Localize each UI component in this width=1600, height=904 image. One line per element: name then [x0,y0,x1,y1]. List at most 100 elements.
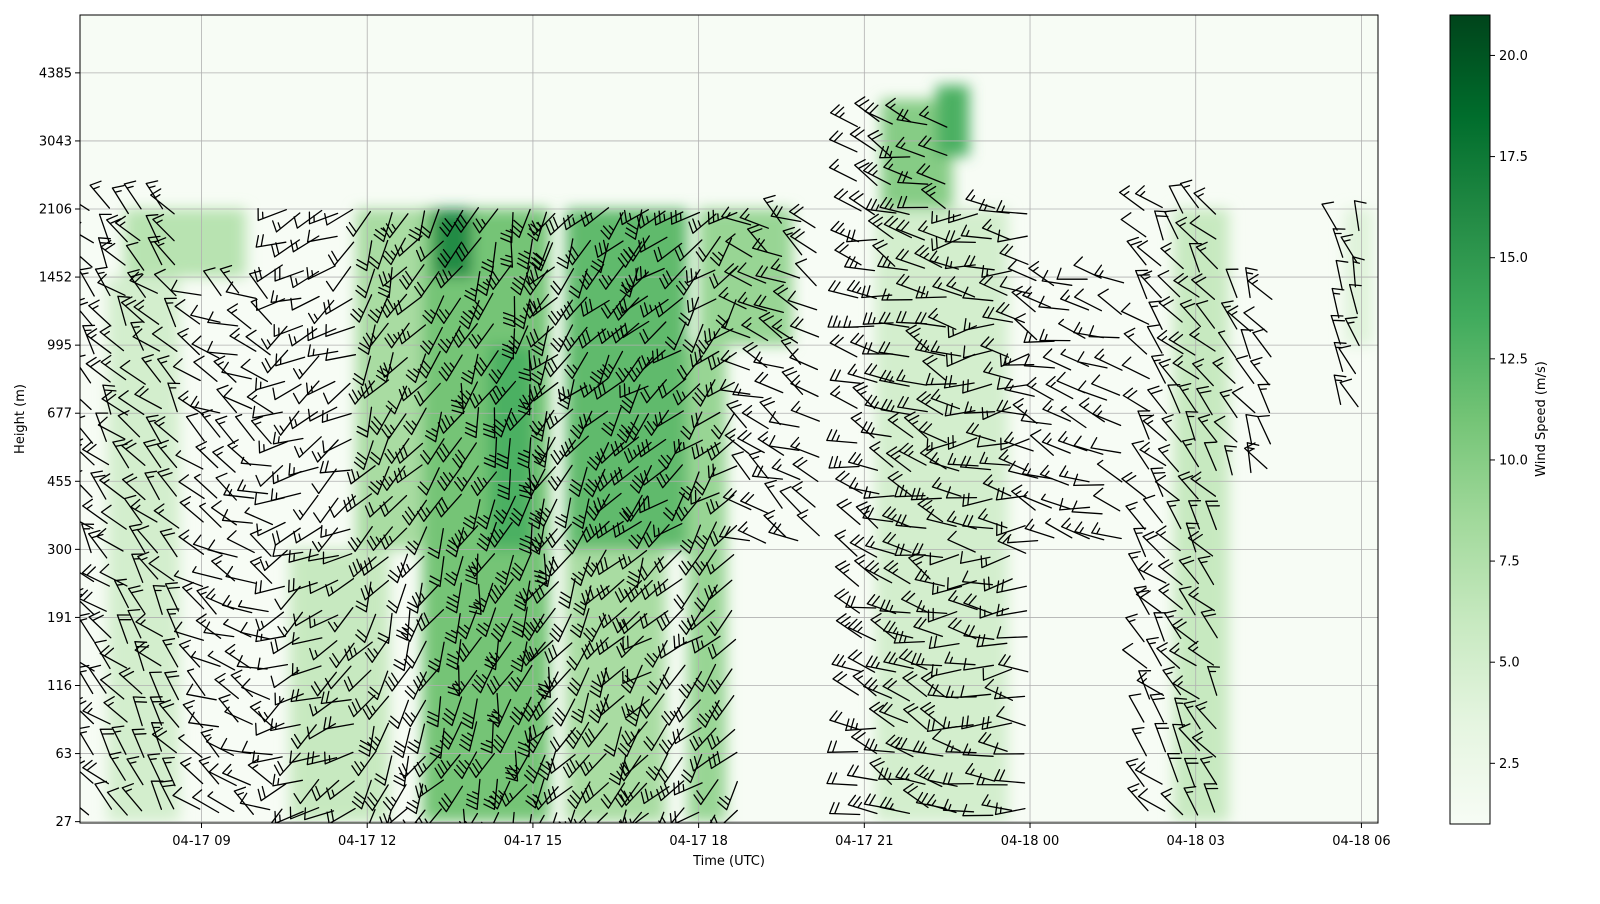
x-tick-label: 04-18 00 [1001,834,1059,849]
wind-barb [99,563,128,587]
colorbar-tick-label: 7.5 [1499,555,1520,570]
wind-barb [829,385,858,409]
wind-barb [915,285,947,299]
wind-barb [544,642,573,664]
wind-barb [392,727,411,759]
colorbar-tick-label: 10.0 [1499,453,1528,468]
wind-barb [524,754,546,784]
wind-barb [1023,330,1055,343]
wind-barb [564,351,589,380]
wind-barb [845,595,877,609]
wind-barb [826,772,858,786]
wind-barb [999,243,1029,265]
wind-barb [185,412,205,442]
wind-barb [522,269,549,296]
wind-barb [178,639,201,668]
wind-barb [106,787,128,816]
wind-barb [119,359,146,385]
wind-barb [255,234,287,248]
wind-barb [162,756,176,787]
wind-barb [895,766,926,785]
wind-barb [887,412,914,439]
wind-barb [368,466,390,496]
wind-barb [1188,242,1202,273]
wind-barb [895,136,925,158]
wind-barb [918,421,947,444]
wind-barb [724,428,750,455]
wind-barb [883,157,913,180]
wind-barb [1003,353,1035,366]
wind-barb [254,580,285,595]
wind-barb [1167,383,1181,414]
wind-barb [173,621,204,641]
wind-barb [961,570,994,586]
wind-barb [1160,787,1184,816]
wind-barb [366,526,393,551]
wind-barb [570,608,590,638]
wind-barb [325,578,355,597]
colorbar-tick-label: 12.5 [1499,352,1528,367]
wind-barb [976,772,1008,786]
wind-barb [1188,500,1202,530]
wind-barb [1131,440,1150,470]
wind-barb [324,665,352,690]
wind-barb [678,549,704,576]
wind-barb [508,664,533,692]
wind-barb [487,521,513,548]
wind-barb [461,698,478,730]
wind-barb [910,487,942,501]
wind-barb [598,264,625,290]
wind-barb [203,267,222,297]
wind-barb [790,400,820,422]
wind-barb [617,728,640,758]
wind-barb [100,504,127,530]
wind-barb [1022,286,1052,308]
wind-barb [1118,185,1145,211]
wind-barb [1073,473,1105,487]
wind-barb [255,722,285,736]
wind-barb [708,695,735,721]
wind-barb [1178,586,1196,616]
wind-barb [1243,306,1268,333]
wind-barb [639,466,669,486]
wind-barb [1338,345,1357,375]
wind-barb [455,237,482,262]
wind-barb [305,380,336,396]
wind-barb [944,651,976,666]
wind-barb [465,553,479,585]
wind-barb [544,668,572,692]
wind-barb [911,542,944,559]
wind-barb [255,629,287,643]
wind-barb [509,497,531,527]
wind-barb [982,667,1013,681]
wind-barb [1074,521,1105,541]
wind-barb [1168,184,1184,214]
wind-barb [543,785,573,805]
wind-barb [643,723,668,752]
wind-barb [1195,300,1216,329]
wind-barb [619,383,649,399]
wind-barb [639,610,669,629]
wind-barb [127,585,146,615]
wind-barb [257,783,287,802]
wind-barb [912,740,944,757]
wind-barb [1136,672,1165,696]
wind-barb [1157,559,1183,586]
wind-barb [229,327,257,352]
wind-barb [451,525,479,549]
wind-barb [905,324,930,352]
wind-barb [828,158,857,182]
wind-barb [1166,752,1182,783]
colorbar-tick-label: 17.5 [1499,150,1528,165]
wind-barb [343,669,372,692]
wind-barb [782,226,803,256]
wind-barb [594,520,624,539]
wind-barb [274,810,304,823]
wind-barb [661,698,686,726]
wind-barb [223,387,253,410]
wind-barb [500,236,514,268]
wind-barb [306,265,336,280]
wind-barb [145,214,160,244]
wind-barb [947,452,979,467]
wind-barb [1020,409,1052,426]
